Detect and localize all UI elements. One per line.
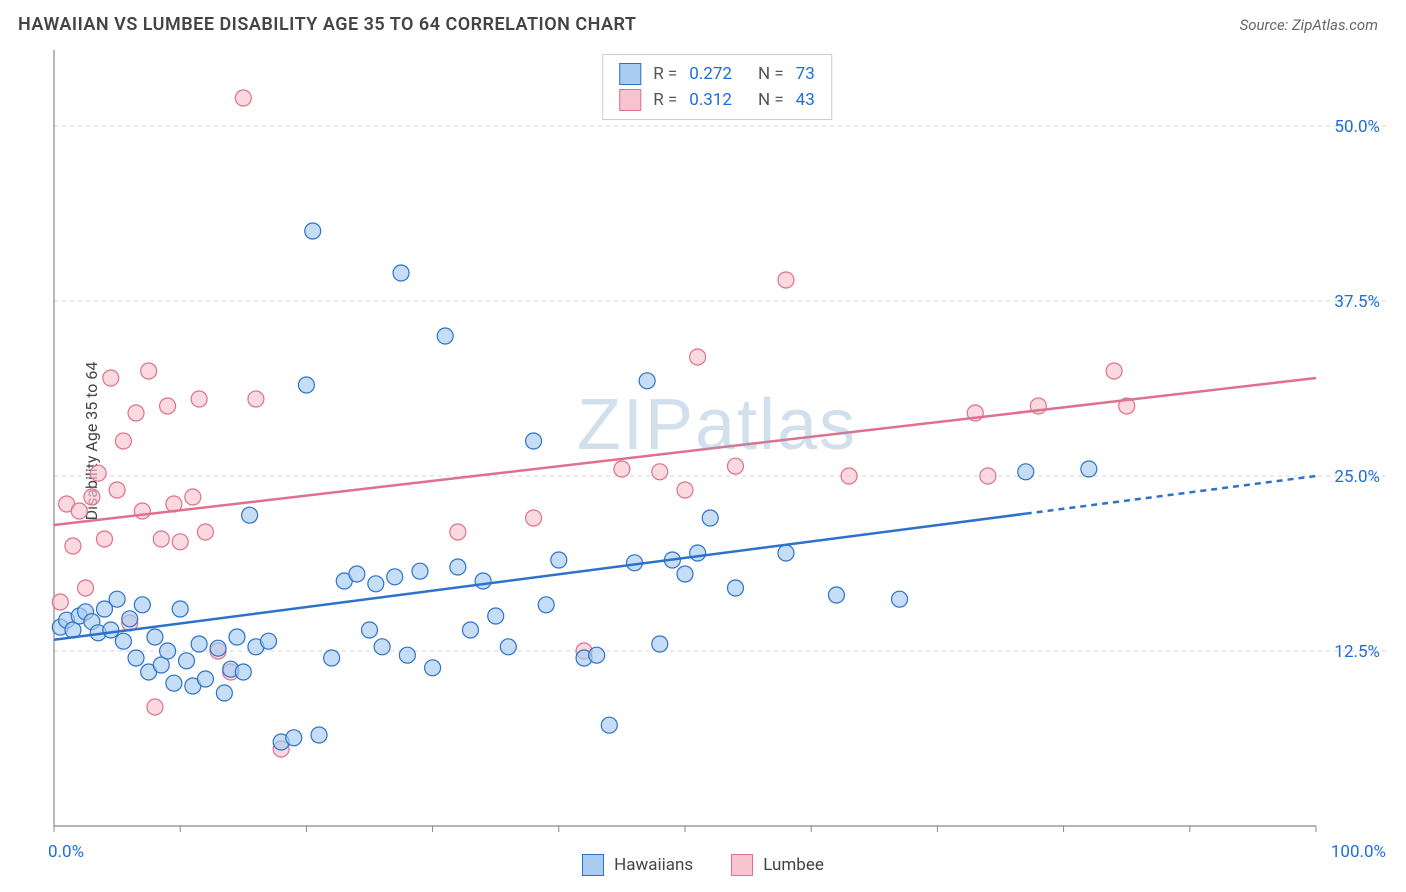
stats-row-hawaiians: R = 0.272 N = 73 xyxy=(619,61,815,87)
svg-text:50.0%: 50.0% xyxy=(1334,117,1380,137)
swatch-lumbee xyxy=(619,89,641,111)
svg-text:37.5%: 37.5% xyxy=(1334,292,1380,312)
n-label: N = xyxy=(758,87,784,113)
legend-item-hawaiians: Hawaiians xyxy=(582,854,693,876)
series-legend: Hawaiians Lumbee xyxy=(0,854,1406,876)
swatch-lumbee xyxy=(731,854,753,876)
chart-container: Disability Age 35 to 64 ZIPatlas R = 0.2… xyxy=(18,50,1386,832)
legend-label-hawaiians: Hawaiians xyxy=(614,855,693,875)
stats-legend: R = 0.272 N = 73 R = 0.312 N = 43 xyxy=(602,54,832,120)
svg-text:25.0%: 25.0% xyxy=(1334,467,1380,487)
swatch-hawaiians xyxy=(582,854,604,876)
stats-row-lumbee: R = 0.312 N = 43 xyxy=(619,87,815,113)
legend-label-lumbee: Lumbee xyxy=(763,855,824,875)
chart-svg: 12.5% 25.0% 37.5% 50.0% xyxy=(48,50,1386,832)
r-label: R = xyxy=(653,61,677,87)
chart-title: HAWAIIAN VS LUMBEE DISABILITY AGE 35 TO … xyxy=(18,14,636,35)
r-label: R = xyxy=(653,87,677,113)
n-value-lumbee: 43 xyxy=(796,87,815,113)
svg-text:12.5%: 12.5% xyxy=(1334,642,1380,662)
plot-area: ZIPatlas R = 0.272 N = 73 R = 0.312 N = … xyxy=(48,50,1386,832)
r-value-lumbee: 0.312 xyxy=(689,87,732,113)
source-attribution: Source: ZipAtlas.com xyxy=(1240,16,1378,34)
n-value-hawaiians: 73 xyxy=(796,61,815,87)
legend-item-lumbee: Lumbee xyxy=(731,854,824,876)
n-label: N = xyxy=(758,61,784,87)
swatch-hawaiians xyxy=(619,63,641,85)
r-value-hawaiians: 0.272 xyxy=(689,61,732,87)
